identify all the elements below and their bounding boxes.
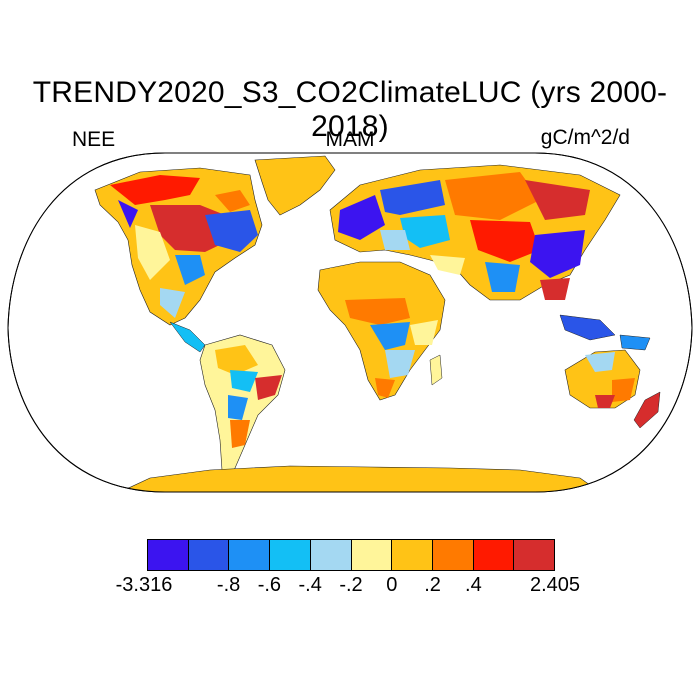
- colorbar-box-1: [188, 540, 230, 570]
- season-label: MAM: [325, 128, 375, 151]
- colorbar-box-3: [270, 540, 311, 570]
- colorbar-tick-label: -.2: [339, 574, 363, 596]
- colorbar-box-2: [229, 540, 271, 570]
- map-title: TRENDY2020_S3_CO2ClimateLUC (yrs 2000-20…: [32, 76, 668, 143]
- colorbar-tick-label: -.8: [216, 574, 241, 596]
- madagascar: [429, 354, 443, 386]
- colorbar-tick-label: .2: [424, 574, 441, 596]
- greenland: [254, 155, 336, 216]
- colorbar: [147, 539, 555, 571]
- colorbar-box-8: [473, 540, 515, 570]
- sea-islands: [559, 314, 616, 341]
- central-america: [169, 321, 206, 353]
- colorbar-box-0: [148, 540, 189, 570]
- australia: [564, 349, 641, 409]
- colorbar-tick-label: -.6: [257, 574, 282, 596]
- new-zealand: [633, 391, 661, 429]
- colorbar-box-7: [432, 540, 474, 570]
- africa: [317, 261, 446, 401]
- colorbar-box-9: [514, 540, 555, 570]
- colorbar-tick-label: 2.405: [529, 574, 581, 596]
- colorbar-tick-label: -.4: [298, 574, 322, 596]
- units-label: gC/m^2/d: [540, 126, 630, 149]
- colorbar-tick-label: -3.316: [115, 574, 173, 596]
- colorbar-tick-label: .4: [465, 574, 482, 596]
- colorbar-box-4: [310, 540, 352, 570]
- eurasia: [329, 164, 621, 301]
- colorbar-tick-label: 0: [386, 574, 398, 596]
- south-america: [199, 334, 286, 476]
- colorbar-box-6: [392, 540, 433, 570]
- variable-label: NEE: [72, 128, 116, 151]
- north-america: [94, 167, 263, 326]
- colorbar-box-5: [351, 540, 393, 570]
